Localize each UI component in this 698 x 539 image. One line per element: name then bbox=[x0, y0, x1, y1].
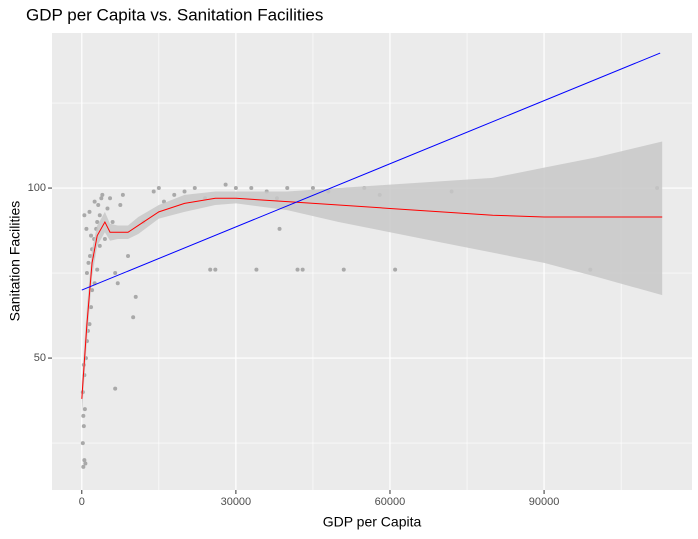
point bbox=[182, 189, 187, 194]
point bbox=[82, 407, 87, 412]
point bbox=[192, 186, 197, 191]
point bbox=[120, 192, 125, 197]
point bbox=[102, 237, 107, 242]
y-axis-label: Sanitation Facilities bbox=[7, 201, 23, 322]
x-tick-label: 30000 bbox=[221, 496, 252, 508]
point bbox=[92, 199, 97, 204]
point bbox=[118, 203, 123, 208]
point bbox=[84, 226, 89, 231]
point bbox=[156, 186, 161, 191]
point bbox=[82, 458, 87, 463]
point bbox=[89, 233, 94, 238]
point bbox=[213, 267, 218, 272]
point bbox=[233, 186, 238, 191]
point bbox=[126, 254, 131, 259]
point bbox=[393, 267, 398, 272]
point bbox=[110, 220, 115, 225]
point bbox=[105, 206, 110, 211]
point bbox=[131, 315, 136, 320]
point bbox=[81, 424, 86, 429]
point bbox=[80, 441, 85, 446]
point bbox=[96, 203, 101, 208]
point bbox=[341, 267, 346, 272]
point bbox=[97, 213, 102, 218]
linear-fit-line bbox=[81, 52, 661, 291]
point bbox=[84, 271, 89, 276]
x-tick-label: 60000 bbox=[375, 496, 406, 508]
point bbox=[310, 186, 315, 191]
point bbox=[100, 192, 105, 197]
confidence-band bbox=[81, 141, 663, 416]
point bbox=[90, 288, 95, 293]
point bbox=[300, 267, 305, 272]
point bbox=[249, 186, 254, 191]
point bbox=[254, 267, 259, 272]
point bbox=[82, 213, 87, 218]
point bbox=[108, 196, 113, 201]
y-tick-label: 50 bbox=[34, 352, 46, 364]
chart-title: GDP per Capita vs. Sanitation Facilities bbox=[26, 5, 323, 24]
point bbox=[113, 271, 118, 276]
point bbox=[285, 186, 290, 191]
x-axis-label: GDP per Capita bbox=[323, 514, 422, 530]
smooth-line bbox=[81, 197, 663, 399]
point bbox=[89, 305, 94, 310]
point bbox=[295, 267, 300, 272]
point bbox=[208, 267, 213, 272]
point bbox=[81, 413, 86, 418]
y-tick-label: 100 bbox=[28, 182, 46, 194]
point bbox=[83, 461, 88, 466]
point bbox=[95, 220, 100, 225]
point bbox=[223, 182, 228, 187]
point bbox=[81, 464, 86, 469]
point bbox=[151, 189, 156, 194]
point bbox=[87, 209, 92, 214]
point bbox=[277, 226, 282, 231]
point bbox=[86, 260, 91, 265]
point bbox=[172, 192, 177, 197]
point bbox=[97, 243, 102, 248]
x-tick-label: 0 bbox=[79, 496, 85, 508]
point bbox=[99, 196, 104, 201]
point bbox=[88, 254, 93, 259]
point bbox=[95, 267, 100, 272]
x-tick-label: 90000 bbox=[529, 496, 560, 508]
point bbox=[115, 281, 120, 286]
point bbox=[87, 322, 92, 327]
point bbox=[113, 386, 118, 391]
point bbox=[133, 294, 138, 299]
